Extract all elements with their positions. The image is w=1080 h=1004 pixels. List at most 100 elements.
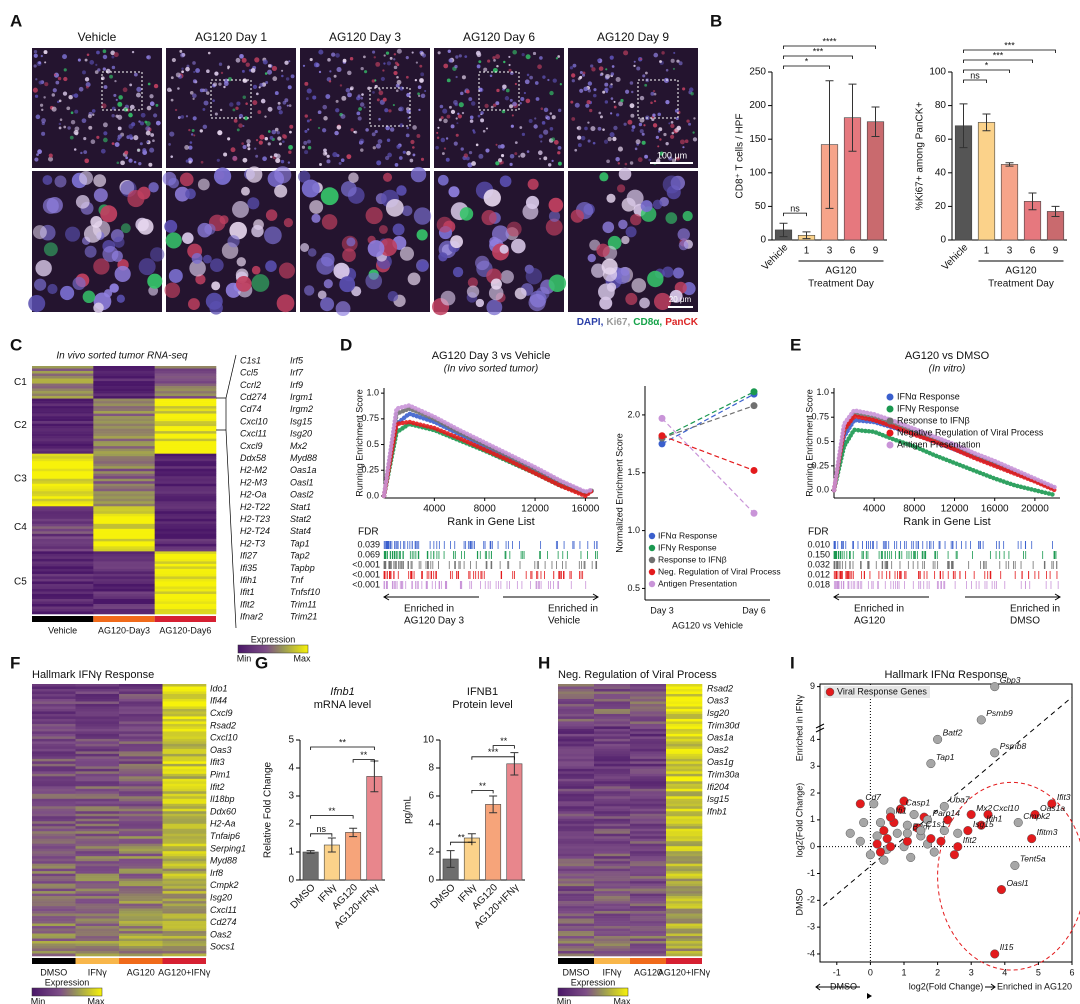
cell [276,130,280,135]
heatmap-cell [162,953,207,957]
cell [612,136,617,142]
cell [331,52,336,57]
cell [653,100,657,103]
fdr-value: 0.018 [807,579,830,589]
cell [670,123,675,129]
point [902,828,912,838]
cell [349,87,353,91]
cell [492,103,497,107]
cell [349,56,354,61]
cell [178,115,182,119]
cell [125,156,129,160]
gene-label: Isg20 [290,429,312,439]
point [936,836,946,846]
cell [146,105,152,111]
gene-label: H2-T23 [240,514,270,524]
heatmap-cell [32,421,94,424]
cell [417,92,420,96]
heatmap-cell [558,703,595,707]
point [976,715,986,725]
cell [180,115,185,119]
heatmap-cell [558,721,595,725]
heatmap-cell [32,578,94,582]
gene-label: Ccl5 [240,368,259,378]
heatmap-cell [93,473,155,477]
heatmap-cell [119,708,163,712]
heatmap-cell [154,531,217,535]
x-tick-label: DMSO [429,882,458,911]
heatmap-cell [93,576,155,580]
point [963,826,973,836]
cell [446,78,451,83]
heatmap-cell [630,736,667,740]
heatmap-cell [75,763,120,767]
point [855,836,865,846]
cell [192,97,195,100]
heatmap-cell [630,738,667,742]
heatmap-cell [32,836,76,840]
heatmap-cell [75,838,120,842]
heatmap-cell [119,888,163,892]
heatmap-cell [630,826,667,830]
cell [643,124,646,127]
heatmap-cell [75,756,120,760]
cluster-label: C4 [14,522,27,533]
column-label: DMSO [40,967,67,977]
cell [376,160,382,166]
column-label: AG120+IFNγ [658,967,711,977]
x-tick-label: 0 [868,967,873,977]
heatmap-cell [594,716,631,720]
cell [410,166,427,183]
heatmap-cell [32,871,76,874]
heatmap-cell [119,728,163,732]
heatmap-cell [666,718,703,722]
heatmap-cell [32,588,94,592]
heatmap-cell [666,778,703,782]
heatmap-cell [162,823,207,827]
y-tick-label: 0 [940,235,946,246]
heatmap-cell [93,431,155,434]
cell [58,126,62,130]
cell [609,84,613,89]
point [882,834,892,844]
heatmap-cell [93,581,155,585]
cell [214,112,218,116]
heatmap-cell [32,401,94,404]
heatmap-cell [154,566,217,570]
error-bar [1028,192,1037,211]
heatmap-cell [666,776,703,780]
y-tick-label: 1 [288,847,294,858]
heatmap-cell [162,813,207,817]
heatmap-cell [630,858,667,862]
cell [500,154,505,158]
heatmap-cell [93,446,155,449]
heatmap-cell [594,878,631,882]
heatmap-cell [32,806,76,810]
cell [164,219,178,233]
x-tick-label: Day 3 [650,605,674,615]
heatmap-cell [666,908,703,912]
cell [96,50,100,55]
heatmap-cell [154,558,217,562]
heatmap-cell [119,838,163,842]
cell [525,54,531,60]
heatmap-cell [666,688,703,692]
cell [620,98,624,103]
heatmap-cell [32,423,94,427]
cell [396,75,399,79]
heatmap-cell [32,508,94,512]
heatmap-cell [32,438,94,442]
cell [191,252,203,264]
heatmap-cell [32,516,94,520]
y-tick-label: 0 [810,841,815,851]
cell [587,89,592,93]
gene-label: Tnf [290,575,305,585]
cell [265,209,278,221]
cell [227,137,231,141]
cell [322,128,327,133]
heatmap-cell [154,383,217,387]
heatmap-cell [630,776,667,780]
heatmap-cell [32,453,94,457]
heatmap-cell [32,786,76,790]
cell [452,266,464,278]
